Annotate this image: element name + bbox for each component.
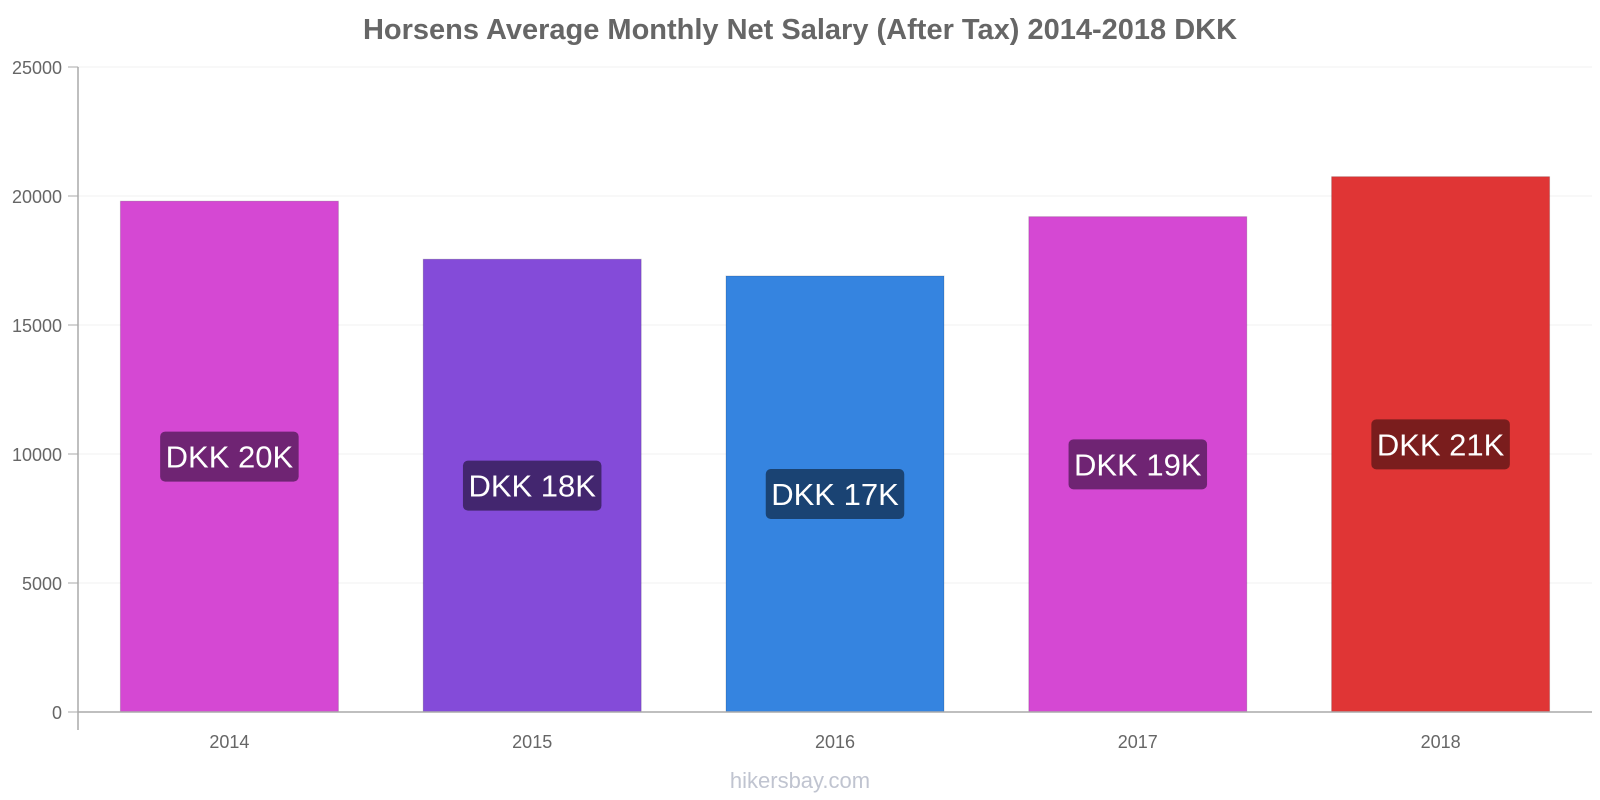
data-label-box (1068, 439, 1208, 490)
axes: 0 5000 10000 15000 20000 25000 2014 2015 2016 201… (12, 58, 1592, 752)
x-tick-label: 2017 (1118, 732, 1158, 752)
data-label-box (160, 431, 299, 482)
data-label: DKK 17K (771, 477, 899, 512)
data-label-box (1371, 419, 1510, 470)
y-tick-label: 20000 (12, 187, 62, 207)
y-tick-label: 0 (52, 703, 62, 723)
data-labels: DKK 20K DKK 18K DKK 17K DKK 19K DKK 21K (160, 419, 1510, 519)
data-label: DKK 21K (1377, 427, 1505, 462)
data-label: DKK 20K (166, 440, 294, 475)
data-label: DKK 19K (1074, 447, 1202, 482)
data-label-box (462, 460, 602, 511)
bars (119, 176, 1551, 713)
y-tick-label: 15000 (12, 316, 62, 336)
watermark: hikersbay.com (729, 768, 871, 793)
y-tick-label: 10000 (12, 445, 62, 465)
data-label: DKK 18K (468, 469, 596, 504)
x-tick-label: 2018 (1421, 732, 1461, 752)
x-tick-label: 2015 (512, 732, 552, 752)
chart-title: Horsens Average Monthly Net Salary (Afte… (362, 14, 1238, 46)
data-label-box (765, 468, 905, 519)
x-tick-label: 2016 (815, 732, 855, 752)
x-tick-label: 2014 (209, 732, 249, 752)
y-tick-label: 5000 (22, 574, 62, 594)
y-tick-label: 25000 (12, 58, 62, 78)
